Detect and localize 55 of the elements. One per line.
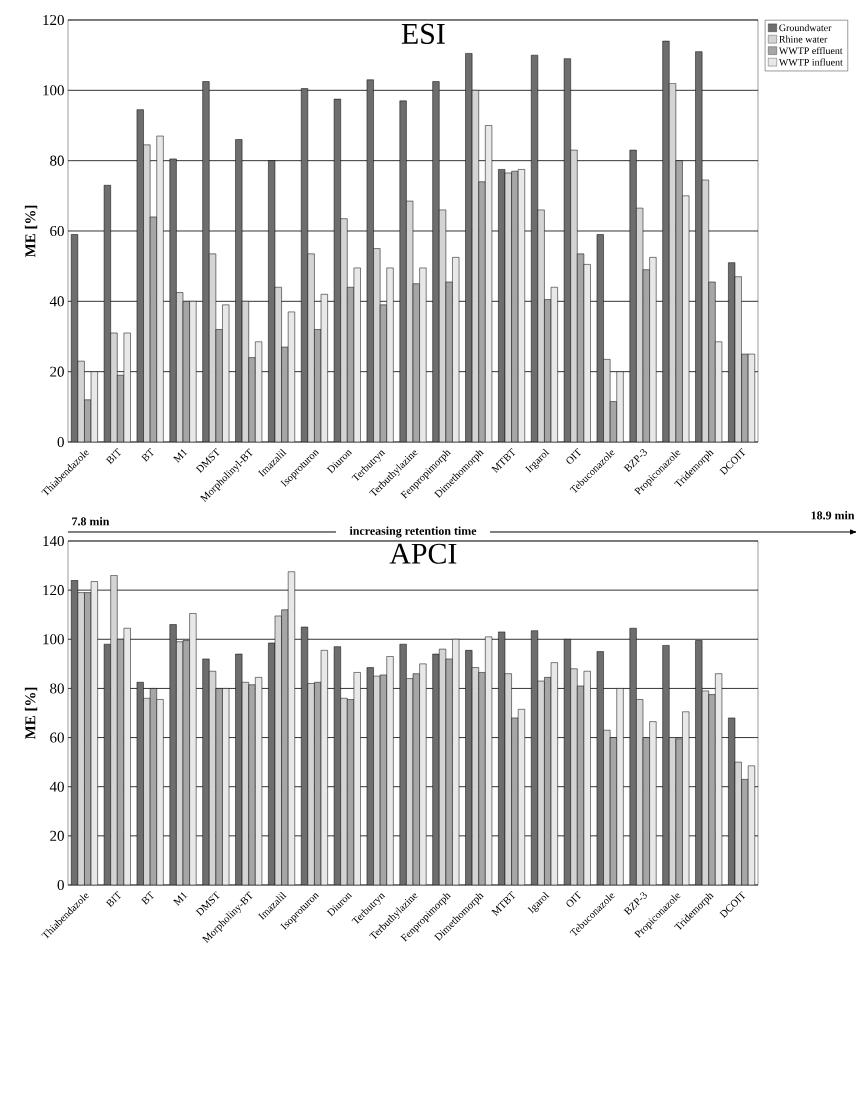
bar <box>156 699 164 885</box>
legend-label: Groundwater <box>779 24 832 32</box>
y-tick-label: 100 <box>43 85 64 96</box>
y-tick-label: 40 <box>49 296 64 307</box>
y-tick-label: 140 <box>43 535 64 547</box>
y-tick-label: 0 <box>57 879 64 891</box>
bar <box>202 658 210 885</box>
chart-title: APCI <box>389 543 457 564</box>
x-tick-label: M1 <box>172 892 188 906</box>
bar <box>649 721 657 885</box>
legend-label: WWTP influent <box>778 58 843 66</box>
y-tick-label: 60 <box>50 225 64 237</box>
y-tick-label: 0 <box>57 436 64 448</box>
legend-label: WWTP effluent <box>778 46 843 55</box>
bar <box>156 135 164 442</box>
bar <box>616 688 624 885</box>
x-tick-label: M1 <box>172 449 188 463</box>
bar <box>649 257 657 442</box>
y-tick-label: 20 <box>50 830 64 841</box>
x-tick-label: BIT <box>105 448 121 465</box>
y-tick-label: 120 <box>43 14 64 26</box>
bar <box>629 627 637 885</box>
bar <box>189 613 197 885</box>
text: 18.9 min <box>811 511 855 520</box>
bar <box>662 645 670 885</box>
y-tick-label: 40 <box>49 781 64 792</box>
text: increasing retention time <box>349 526 477 538</box>
y-tick-label: 60 <box>50 732 64 743</box>
bar <box>399 643 407 885</box>
chart-title: ESI <box>401 23 445 44</box>
bar <box>419 267 427 442</box>
bar <box>432 653 440 885</box>
y-tick-label: 80 <box>50 155 64 166</box>
bar <box>169 158 177 442</box>
x-tick-label: BT <box>140 448 154 463</box>
y-axis-title: ME [%] <box>24 687 38 740</box>
x-tick-label: BT <box>140 891 154 906</box>
text: 7.8 min <box>72 517 110 526</box>
y-tick-label: 120 <box>43 585 64 596</box>
bar <box>386 267 394 442</box>
y-tick-label: 80 <box>50 683 64 694</box>
bar <box>399 100 407 442</box>
legend-label: Rhine water <box>779 35 828 43</box>
x-tick-label: BIT <box>105 891 121 908</box>
y-tick-label: 100 <box>43 634 64 645</box>
bar <box>169 624 177 885</box>
bar <box>419 663 427 885</box>
bar <box>662 40 670 442</box>
bar <box>189 301 197 442</box>
y-axis-title: ME [%] <box>24 205 38 258</box>
bar <box>386 656 394 885</box>
bar <box>432 81 440 442</box>
bar <box>629 149 637 442</box>
y-tick-label: 20 <box>50 366 64 377</box>
bar <box>202 81 210 442</box>
